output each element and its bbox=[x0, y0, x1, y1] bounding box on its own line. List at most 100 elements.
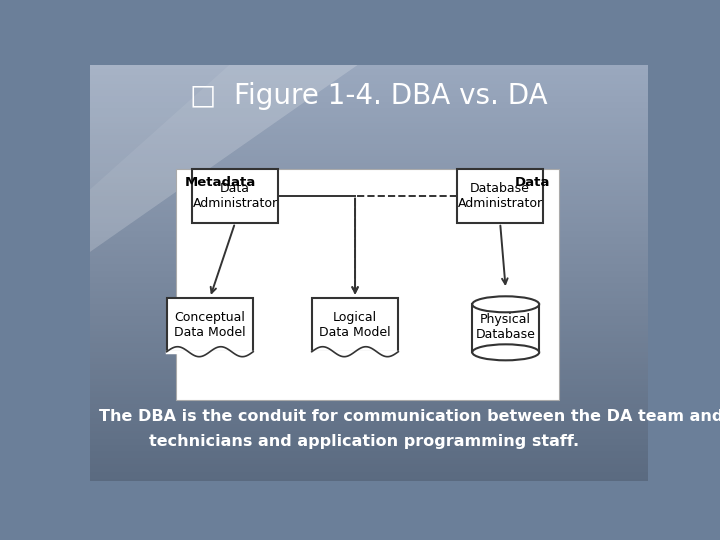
Text: Conceptual
Data Model: Conceptual Data Model bbox=[174, 310, 246, 339]
Bar bbox=[90, 204, 648, 206]
Bar bbox=[90, 356, 648, 358]
Bar bbox=[90, 377, 648, 379]
Bar bbox=[90, 125, 648, 127]
Bar bbox=[90, 252, 648, 254]
Bar bbox=[90, 319, 648, 321]
Bar bbox=[90, 148, 648, 150]
Bar bbox=[90, 468, 648, 470]
Bar bbox=[90, 106, 648, 109]
Bar bbox=[90, 121, 648, 123]
Bar bbox=[90, 219, 648, 221]
Bar bbox=[90, 292, 648, 294]
Bar bbox=[90, 285, 648, 287]
Bar bbox=[90, 173, 648, 175]
Bar bbox=[90, 73, 648, 75]
Bar bbox=[90, 165, 648, 167]
Bar bbox=[90, 478, 648, 481]
Bar bbox=[90, 208, 648, 210]
Bar bbox=[90, 127, 648, 129]
Bar bbox=[90, 321, 648, 322]
Text: □  Figure 1-4. DBA vs. DA: □ Figure 1-4. DBA vs. DA bbox=[190, 82, 548, 110]
Bar bbox=[90, 408, 648, 410]
Bar bbox=[90, 333, 648, 335]
Bar bbox=[90, 364, 648, 366]
Bar bbox=[90, 373, 648, 375]
Bar bbox=[90, 84, 648, 85]
Bar bbox=[90, 379, 648, 381]
FancyBboxPatch shape bbox=[176, 168, 559, 400]
Bar bbox=[90, 265, 648, 266]
Bar bbox=[90, 385, 648, 387]
Bar bbox=[90, 266, 648, 268]
Bar bbox=[90, 271, 648, 273]
Bar bbox=[90, 138, 648, 140]
Bar bbox=[90, 235, 648, 238]
Bar bbox=[90, 358, 648, 360]
Bar bbox=[90, 187, 648, 190]
Bar bbox=[90, 77, 648, 79]
Bar bbox=[90, 412, 648, 414]
FancyBboxPatch shape bbox=[312, 298, 398, 352]
Bar bbox=[90, 456, 648, 458]
Bar bbox=[90, 144, 648, 146]
Bar bbox=[90, 152, 648, 154]
Bar bbox=[90, 427, 648, 429]
Bar bbox=[90, 281, 648, 283]
Bar bbox=[90, 383, 648, 385]
Bar bbox=[90, 198, 648, 200]
Bar bbox=[90, 470, 648, 472]
Bar bbox=[90, 273, 648, 275]
Text: Data
Administrator: Data Administrator bbox=[192, 182, 278, 210]
Bar bbox=[90, 258, 648, 260]
Text: technicians and application programming staff.: technicians and application programming … bbox=[148, 434, 579, 449]
Bar bbox=[90, 395, 648, 397]
Bar bbox=[90, 82, 648, 84]
Bar bbox=[90, 474, 648, 476]
Bar bbox=[90, 375, 648, 377]
Bar bbox=[90, 404, 648, 406]
Bar bbox=[90, 302, 648, 304]
Bar bbox=[90, 117, 648, 119]
Bar bbox=[90, 85, 648, 87]
Bar bbox=[90, 454, 648, 456]
Bar bbox=[90, 229, 648, 231]
Bar bbox=[90, 331, 648, 333]
Bar bbox=[90, 156, 648, 158]
Bar bbox=[90, 168, 648, 171]
Bar bbox=[90, 177, 648, 179]
Bar bbox=[90, 202, 648, 204]
Bar bbox=[90, 420, 648, 422]
Bar bbox=[90, 87, 648, 90]
Bar bbox=[90, 391, 648, 393]
Bar bbox=[90, 352, 648, 354]
Ellipse shape bbox=[472, 345, 539, 360]
Bar bbox=[90, 447, 648, 449]
Bar bbox=[90, 133, 648, 136]
Bar bbox=[90, 472, 648, 474]
Bar bbox=[90, 446, 648, 447]
Bar bbox=[90, 366, 648, 368]
Bar bbox=[90, 410, 648, 412]
Bar bbox=[90, 111, 648, 113]
Bar bbox=[90, 310, 648, 312]
Bar bbox=[90, 212, 648, 214]
Bar bbox=[90, 239, 648, 241]
Bar bbox=[90, 397, 648, 400]
Bar bbox=[90, 92, 648, 94]
Ellipse shape bbox=[472, 296, 539, 312]
Bar bbox=[90, 368, 648, 370]
Bar bbox=[90, 339, 648, 341]
Bar bbox=[90, 221, 648, 223]
Bar bbox=[90, 308, 648, 310]
Bar bbox=[90, 123, 648, 125]
Polygon shape bbox=[90, 65, 358, 252]
Bar bbox=[90, 437, 648, 439]
Bar bbox=[90, 167, 648, 168]
Bar bbox=[90, 158, 648, 160]
Bar bbox=[90, 322, 648, 325]
Bar bbox=[90, 275, 648, 277]
Bar bbox=[90, 325, 648, 327]
Bar bbox=[90, 71, 648, 73]
Bar bbox=[90, 260, 648, 262]
Bar bbox=[90, 100, 648, 102]
